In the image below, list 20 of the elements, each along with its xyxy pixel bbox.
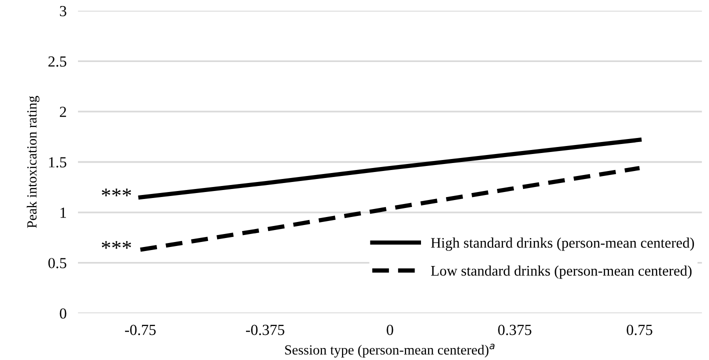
annotation: *** xyxy=(102,241,132,249)
y-tick-label: 0 xyxy=(60,308,66,319)
x-tick-label: 0.375 xyxy=(498,324,532,336)
y-tick-label: 1.5 xyxy=(49,157,66,168)
legend-label: High standard drinks (person-mean centered) xyxy=(431,238,694,251)
y-tick-label: 2.5 xyxy=(48,56,66,67)
y-tick-label: 2 xyxy=(60,106,66,117)
annotation: *** xyxy=(102,188,132,196)
line-series xyxy=(138,138,642,200)
x-tick-label: 0 xyxy=(386,324,394,336)
line-series xyxy=(138,166,642,252)
x-tick-label: -0.375 xyxy=(246,324,284,336)
y-axis-title: Peak intoxication rating xyxy=(26,96,40,228)
legend-label: Low standard drinks (person-mean centered) xyxy=(431,265,692,279)
x-tick-label: 0.75 xyxy=(626,324,652,336)
x-axis-title: Session type (person-mean centered)$^{a}$ xyxy=(285,344,494,358)
x-tick-label: -0.75 xyxy=(125,324,156,336)
y-tick-label: 3 xyxy=(60,6,66,16)
y-tick-label: 1 xyxy=(60,208,66,218)
y-tick-label: 0.5 xyxy=(48,258,66,268)
